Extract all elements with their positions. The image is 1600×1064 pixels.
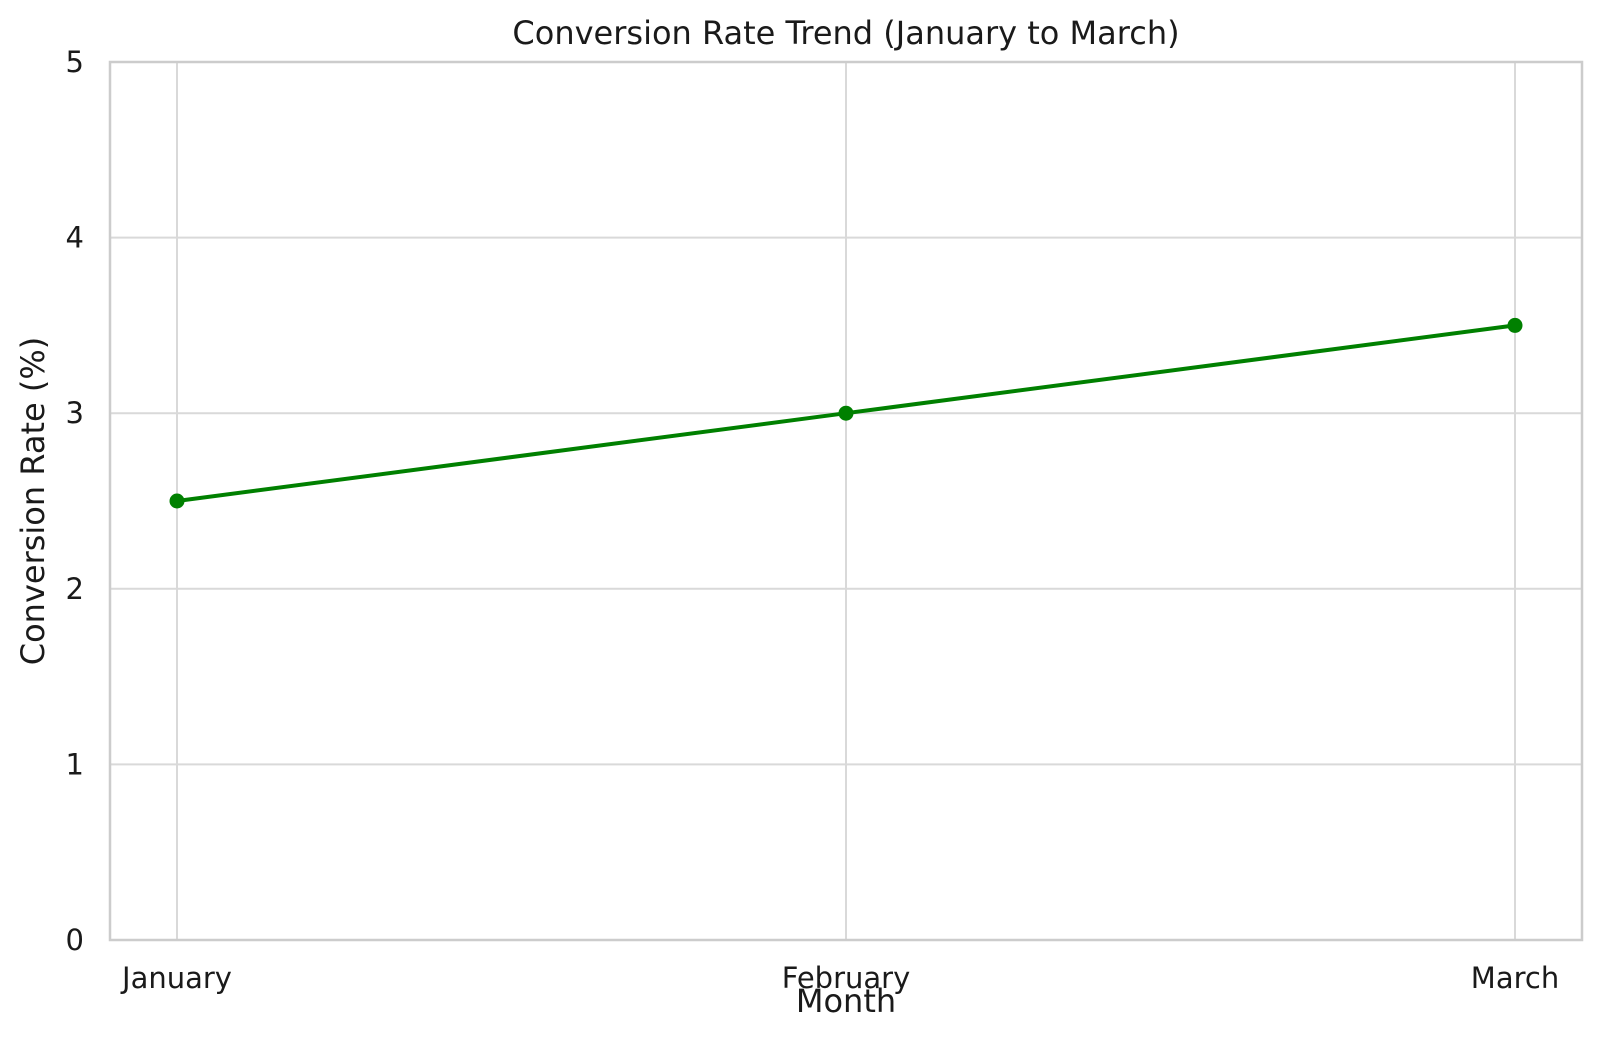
x-tick-label: February: [782, 961, 911, 995]
plot-frame: [108, 60, 1584, 942]
chart-title: Conversion Rate Trend (January to March): [512, 14, 1179, 52]
x-tick-label: January: [120, 961, 232, 995]
y-tick-label: 1: [66, 747, 84, 781]
data-point: [838, 405, 854, 421]
y-tick-label: 4: [66, 221, 84, 255]
y-axis-label: Conversion Rate (%): [14, 337, 52, 666]
tick-layer: 0 1 2 3 4 5 January February March: [66, 45, 1560, 995]
y-tick-label: 2: [66, 572, 84, 606]
data-point: [1507, 317, 1523, 333]
x-axis-label: Month: [796, 982, 896, 1020]
y-tick-label: 0: [66, 923, 84, 957]
y-tick-label: 3: [66, 396, 84, 430]
grid-layer: [110, 61, 1582, 941]
data-point: [169, 493, 185, 509]
x-tick-label: March: [1471, 961, 1559, 995]
series-layer: [169, 317, 1523, 509]
y-tick-label: 5: [66, 45, 84, 79]
